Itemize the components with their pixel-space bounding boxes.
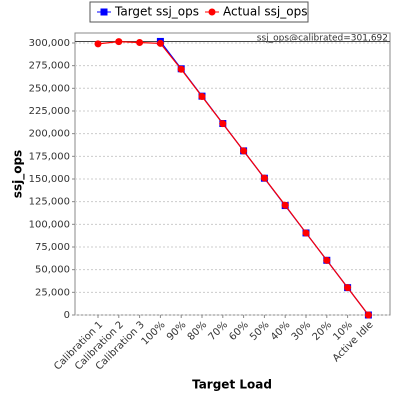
y-tick-label: 50,000 xyxy=(35,265,70,276)
data-point xyxy=(240,147,248,155)
y-tick-label: 175,000 xyxy=(29,151,70,162)
x-tick-label: 70% xyxy=(207,319,231,343)
y-tick-label: 275,000 xyxy=(29,61,70,72)
y-axis-title: ssj_ops xyxy=(11,150,26,198)
x-tick-label: 80% xyxy=(186,319,210,343)
legend-label: Actual ssj_ops xyxy=(223,5,307,19)
data-point xyxy=(364,311,372,319)
y-tick-label: 225,000 xyxy=(29,106,70,117)
x-axis-title: Target Load xyxy=(192,378,272,392)
x-tick-label: 90% xyxy=(165,319,189,343)
legend-marker xyxy=(208,8,216,16)
annotation: ssj_ops@calibrated=301,692 xyxy=(257,34,388,44)
x-tick-label: 20% xyxy=(311,319,335,343)
data-point xyxy=(198,92,206,100)
y-tick-label: 25,000 xyxy=(35,287,70,298)
y-tick-label: 125,000 xyxy=(29,197,70,208)
data-point xyxy=(94,40,102,48)
y-tick-label: 300,000 xyxy=(29,38,70,49)
x-tick-label: 30% xyxy=(290,319,314,343)
y-tick-label: 150,000 xyxy=(29,174,70,185)
data-point xyxy=(177,65,185,73)
legend-label: Target ssj_ops xyxy=(114,5,199,19)
data-point xyxy=(136,39,144,47)
y-tick-label: 0 xyxy=(64,310,70,321)
data-point xyxy=(219,120,227,128)
x-tick-label: 60% xyxy=(227,319,251,343)
legend-marker xyxy=(100,8,108,16)
data-point xyxy=(281,201,289,209)
data-point xyxy=(156,39,164,47)
x-tick-label: 50% xyxy=(248,319,272,343)
data-point xyxy=(260,174,268,182)
legend xyxy=(89,1,309,23)
y-tick-label: 75,000 xyxy=(35,242,70,253)
data-point xyxy=(302,229,310,237)
data-point xyxy=(323,256,331,264)
x-tick-label: 100% xyxy=(140,319,168,347)
x-tick-label: 40% xyxy=(269,319,293,343)
y-tick-label: 250,000 xyxy=(29,83,70,94)
y-tick-label: 100,000 xyxy=(29,219,70,230)
plot-area xyxy=(74,32,391,316)
data-point xyxy=(344,284,352,292)
data-point xyxy=(115,38,123,46)
y-tick-label: 200,000 xyxy=(29,129,70,140)
